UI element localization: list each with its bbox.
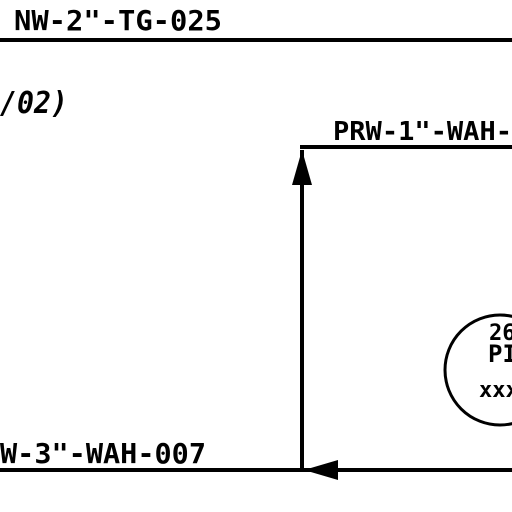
instrument-bubble-line3: xxx <box>479 378 512 403</box>
pipe-label-upper-right: PRW-1"-WAH- <box>333 117 512 147</box>
pipe-label-top: NW-2"-TG-025 <box>14 4 222 37</box>
instrument-bubble-line1: 26 <box>489 321 512 346</box>
flow-arrow-up-icon <box>292 150 312 185</box>
flow-arrow-left-icon <box>304 460 338 480</box>
instrument-bubble <box>443 313 512 427</box>
instrument-bubble-line2: PI <box>488 340 512 368</box>
revision-note: /02) <box>0 86 68 121</box>
pipe-label-bottom: W-3"-WAH-007 <box>0 437 206 470</box>
